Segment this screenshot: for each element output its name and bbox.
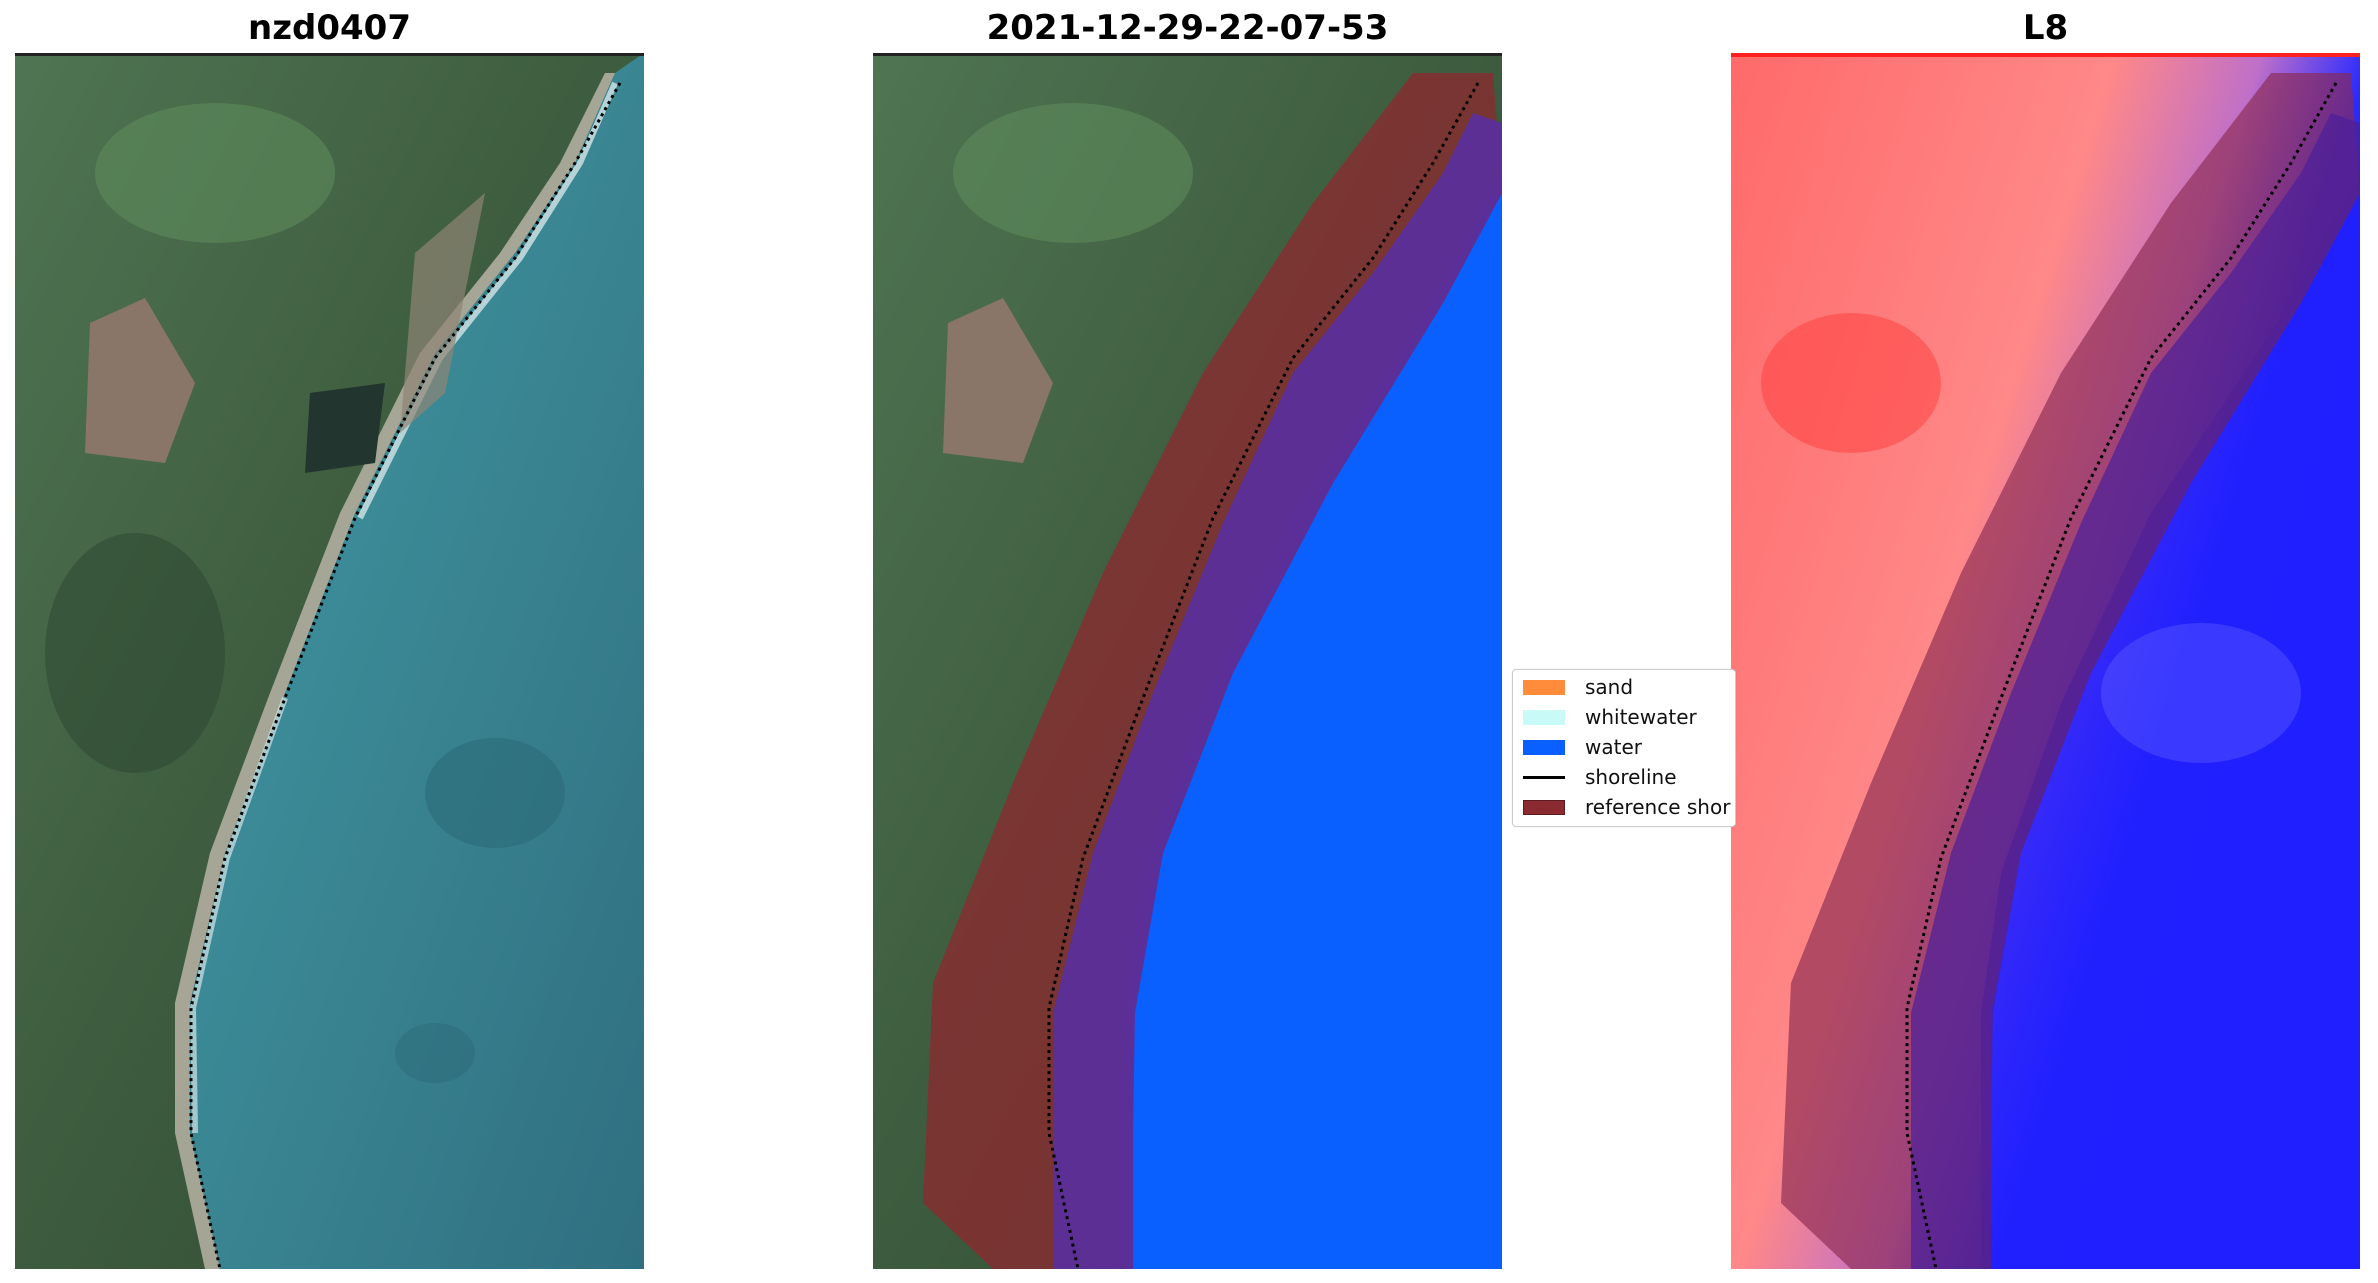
legend-label: shoreline <box>1585 765 1677 789</box>
classification-image <box>873 53 1502 1269</box>
index-image <box>1731 53 2360 1269</box>
legend-item-whitewater: whitewater <box>1523 702 1697 732</box>
classification-panel <box>873 53 1502 1269</box>
rgb-image-panel <box>15 53 644 1269</box>
panel-title-classification: 2021-12-29-22-07-53 <box>986 8 1389 48</box>
index-panel <box>1731 53 2360 1269</box>
shoreline-line <box>189 82 622 1269</box>
rgb-image <box>15 53 644 1269</box>
legend-label: reference shor <box>1585 795 1731 819</box>
legend-label: water <box>1585 735 1642 759</box>
legend-item-sand: sand <box>1523 672 1633 702</box>
legend: sand whitewater water shoreline referenc… <box>1512 669 1736 827</box>
legend-item-shoreline: shoreline <box>1523 762 1677 792</box>
panel-title-index: L8 <box>2022 8 2069 48</box>
legend-item-water: water <box>1523 732 1642 762</box>
legend-item-reference-shoreline: reference shor <box>1523 792 1730 822</box>
whitewater-swatch <box>1523 709 1565 725</box>
shoreline-line-swatch <box>1523 775 1565 779</box>
reference-swatch <box>1523 799 1565 815</box>
panel-title-rgb: nzd0407 <box>248 8 411 48</box>
legend-label: sand <box>1585 675 1634 699</box>
legend-label: whitewater <box>1585 705 1697 729</box>
sand-swatch <box>1523 679 1565 695</box>
water-swatch <box>1523 739 1565 755</box>
